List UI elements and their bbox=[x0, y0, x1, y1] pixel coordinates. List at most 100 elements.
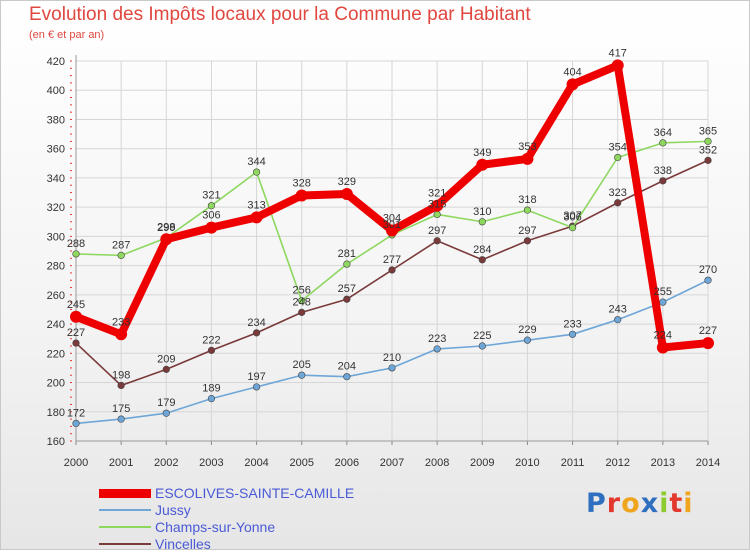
data-label: 321 bbox=[428, 188, 446, 200]
data-point bbox=[343, 373, 351, 381]
data-label: 234 bbox=[247, 317, 265, 329]
data-point bbox=[117, 415, 125, 423]
y-tick-label: 400 bbox=[47, 85, 65, 97]
y-tick-label: 380 bbox=[47, 114, 65, 126]
data-point bbox=[659, 298, 667, 306]
data-label: 298 bbox=[157, 221, 175, 233]
data-label: 270 bbox=[699, 264, 717, 276]
data-point bbox=[566, 78, 579, 91]
data-labels: 245 233 298 306 313 328 329 304 321 349 353 404 417 2… bbox=[67, 47, 717, 419]
data-label: 256 bbox=[293, 285, 311, 297]
data-label: 315 bbox=[428, 198, 446, 210]
data-label: 365 bbox=[699, 125, 717, 137]
data-point bbox=[614, 316, 622, 324]
data-label: 224 bbox=[654, 329, 672, 341]
legend-swatch bbox=[99, 526, 151, 528]
legend-label: ESCOLIVES-SAINTE-CAMILLE bbox=[155, 485, 355, 501]
data-label: 245 bbox=[67, 299, 85, 311]
data-point bbox=[704, 276, 712, 284]
legend-swatch bbox=[99, 543, 151, 545]
data-point bbox=[162, 365, 170, 373]
y-tick-label: 200 bbox=[47, 378, 65, 390]
data-label: 210 bbox=[383, 352, 401, 364]
data-point bbox=[207, 346, 216, 354]
data-label: 307 bbox=[563, 210, 581, 222]
proxiti-logo: Proxiti bbox=[586, 488, 694, 519]
data-label: 349 bbox=[473, 147, 491, 159]
data-label: 284 bbox=[473, 244, 491, 256]
data-point bbox=[523, 206, 532, 214]
data-point bbox=[478, 218, 486, 226]
data-label: 287 bbox=[112, 239, 130, 251]
data-label: 198 bbox=[112, 369, 130, 381]
data-label: 364 bbox=[654, 127, 672, 139]
data-point bbox=[433, 237, 441, 245]
data-point bbox=[205, 221, 218, 234]
data-label: 306 bbox=[563, 212, 581, 224]
y-tick-label: 360 bbox=[47, 144, 65, 156]
data-point bbox=[72, 419, 80, 428]
data-label: 197 bbox=[247, 371, 265, 383]
legend-label: Champs-sur-Yonne bbox=[155, 519, 276, 535]
data-point bbox=[298, 297, 306, 305]
x-tick-label: 2004 bbox=[244, 457, 268, 469]
y-tick-label: 320 bbox=[47, 202, 65, 214]
data-point bbox=[115, 328, 128, 341]
x-tick-label: 2011 bbox=[561, 457, 585, 469]
series-lines bbox=[70, 59, 714, 428]
data-label: 179 bbox=[157, 397, 175, 409]
data-label: 227 bbox=[67, 327, 85, 339]
data-label: 233 bbox=[563, 318, 581, 330]
data-point bbox=[298, 371, 306, 379]
data-point bbox=[521, 152, 534, 165]
data-point bbox=[117, 381, 125, 390]
data-point bbox=[340, 188, 353, 200]
data-point bbox=[568, 330, 577, 338]
data-label: 277 bbox=[383, 254, 401, 266]
data-point bbox=[72, 250, 80, 258]
data-label: 310 bbox=[473, 206, 491, 218]
x-tick-label: 2005 bbox=[289, 457, 313, 469]
data-label: 229 bbox=[518, 324, 536, 336]
y-tick-label: 340 bbox=[47, 173, 65, 185]
data-point bbox=[614, 153, 622, 162]
data-label: 318 bbox=[518, 194, 536, 206]
chart-title: Evolution des Impôts locaux pour la Comm… bbox=[29, 4, 531, 25]
y-tick-label: 260 bbox=[47, 290, 65, 302]
data-point bbox=[656, 341, 669, 354]
y-tick-label: 420 bbox=[47, 56, 65, 68]
data-label: 205 bbox=[293, 359, 311, 371]
grid-lines bbox=[75, 60, 709, 442]
data-point bbox=[162, 409, 170, 417]
data-label: 297 bbox=[428, 225, 446, 237]
data-label: 172 bbox=[67, 407, 85, 419]
data-label: 204 bbox=[338, 361, 356, 373]
data-point bbox=[160, 233, 173, 246]
data-point bbox=[523, 237, 532, 245]
data-label: 304 bbox=[383, 213, 401, 225]
data-point bbox=[388, 266, 396, 274]
data-point bbox=[252, 168, 261, 176]
data-point bbox=[704, 156, 712, 164]
data-point bbox=[433, 345, 441, 353]
data-point bbox=[523, 336, 532, 344]
data-label: 209 bbox=[157, 353, 175, 365]
x-tick-label: 2002 bbox=[154, 457, 178, 469]
y-tick-label: 180 bbox=[47, 407, 65, 419]
y-tick-label: 220 bbox=[47, 348, 65, 360]
data-point bbox=[252, 329, 261, 337]
data-label: 281 bbox=[338, 248, 356, 260]
data-label: 321 bbox=[202, 190, 220, 202]
data-label: 353 bbox=[518, 141, 536, 153]
data-label: 227 bbox=[699, 325, 717, 337]
data-label: 301 bbox=[383, 219, 401, 231]
data-label: 329 bbox=[338, 176, 356, 188]
data-label: 354 bbox=[609, 141, 627, 153]
data-point bbox=[343, 295, 351, 303]
data-label: 175 bbox=[112, 403, 130, 415]
data-point bbox=[117, 251, 125, 259]
x-tick-label: 2006 bbox=[335, 457, 359, 469]
data-label: 352 bbox=[699, 144, 717, 156]
data-point bbox=[611, 59, 624, 72]
